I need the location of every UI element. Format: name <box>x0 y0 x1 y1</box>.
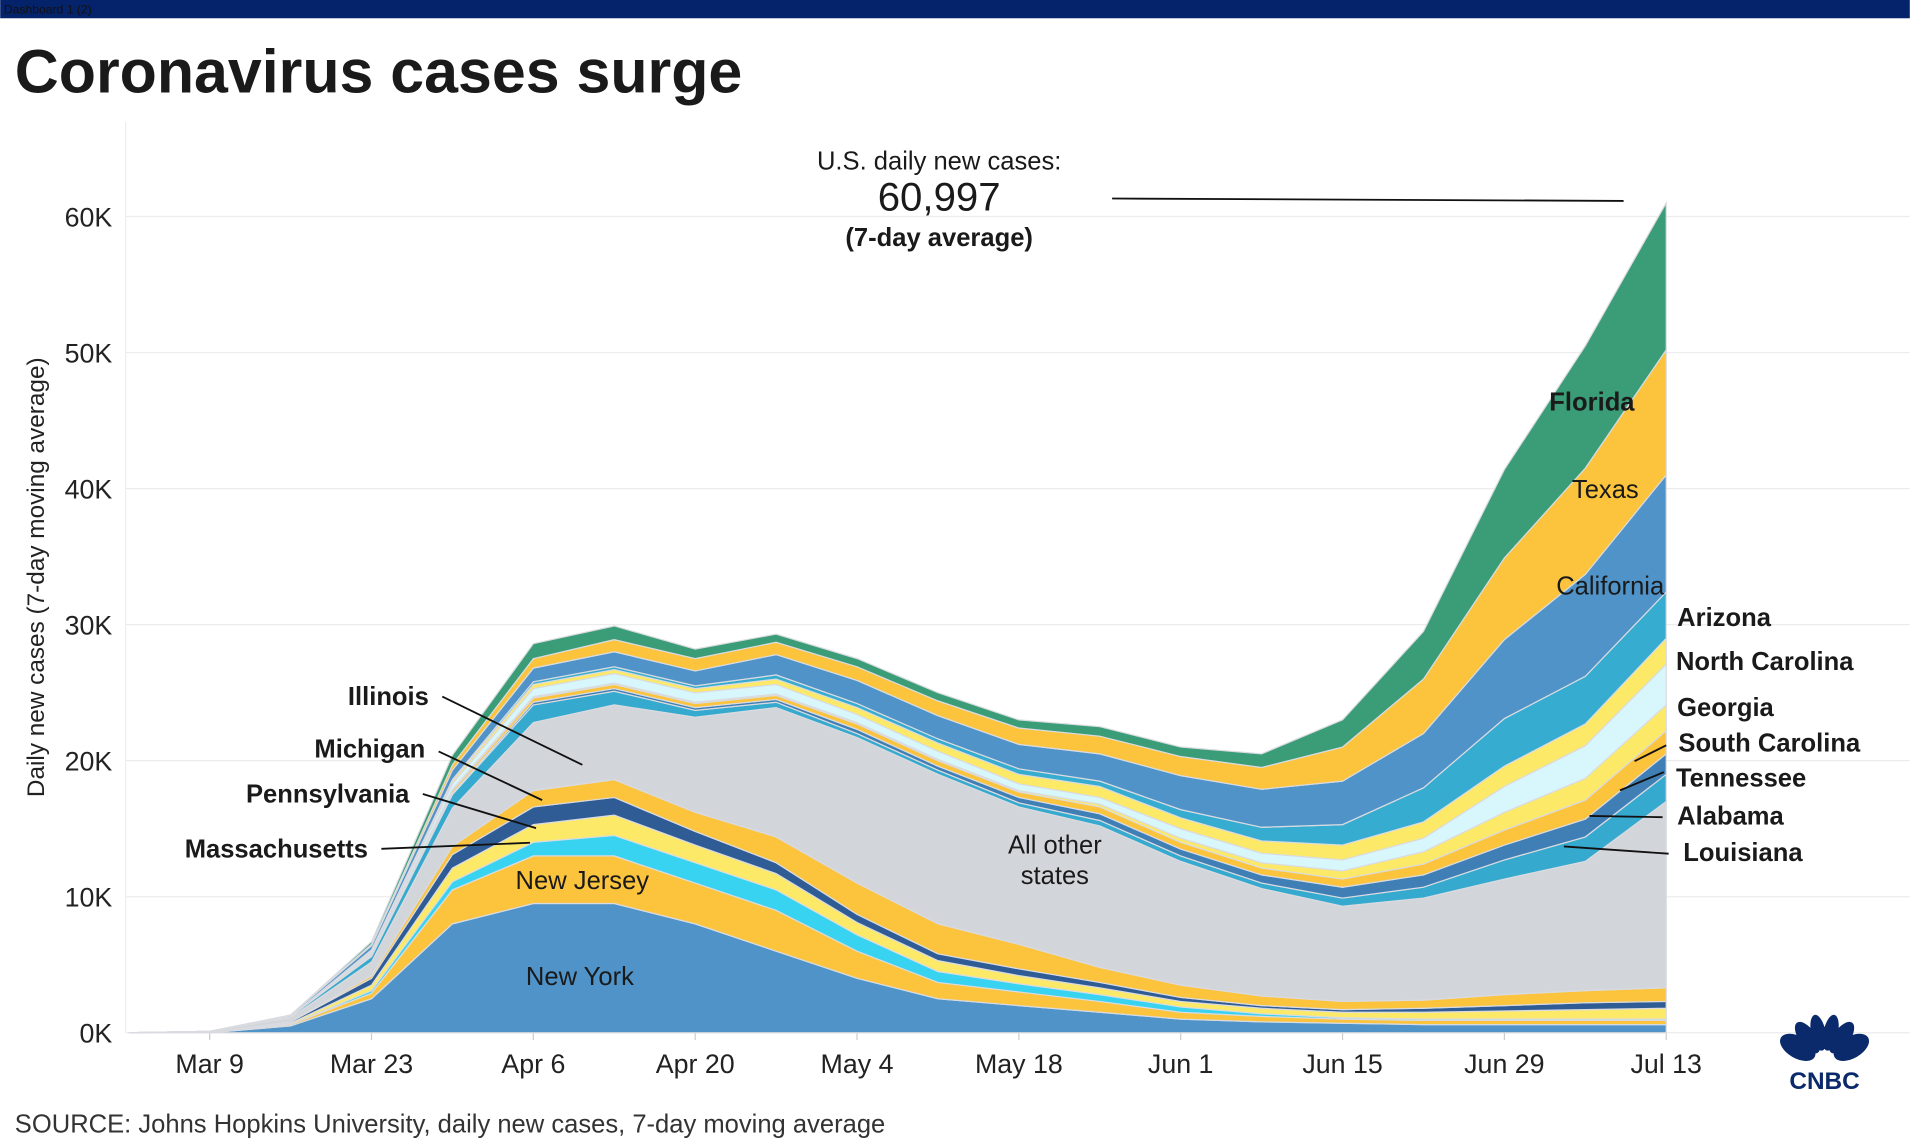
x-axis-ticks: Mar 9 Mar 23 Apr 6 Apr 20 May 4 May 18 Jun 1 Ju… <box>175 1032 1702 1079</box>
label-south-carolina: South Carolina <box>1678 729 1861 757</box>
label-texas: Texas <box>1572 476 1639 504</box>
y-tick-label: 60K <box>65 202 113 232</box>
area-labels: Florida Texas California Arizona North C… <box>185 388 1861 991</box>
label-other-line1: All other <box>1008 832 1102 860</box>
label-illinois: Illinois <box>348 683 429 711</box>
leader-louisiana <box>1563 845 1669 855</box>
y-tick-label: 40K <box>65 474 113 504</box>
label-alabama: Alabama <box>1677 802 1784 830</box>
leader-south-carolina <box>1634 744 1667 762</box>
x-tick-label: Mar 23 <box>330 1049 413 1079</box>
leader-pennsylvania <box>422 793 537 830</box>
y-axis-label: Daily new cases (7-day moving average) <box>23 357 50 797</box>
top-bar <box>0 0 1910 19</box>
label-michigan: Michigan <box>314 736 425 764</box>
label-north-carolina: North Carolina <box>1676 648 1854 676</box>
x-tick-label: May 4 <box>821 1049 894 1079</box>
svg-text:CNBC: CNBC <box>1789 1068 1859 1095</box>
leader-alabama <box>1589 815 1663 819</box>
leader-massachusetts <box>381 841 531 850</box>
total-annotation: U.S. daily new cases: 60,997 (7-day aver… <box>817 147 1624 252</box>
label-massachusetts: Massachusetts <box>185 835 368 863</box>
svg-text:(7-day average): (7-day average) <box>845 224 1033 252</box>
x-tick-label: Jun 1 <box>1148 1049 1214 1079</box>
label-pennsylvania: Pennsylvania <box>246 781 410 809</box>
label-other-line2: states <box>1021 862 1089 890</box>
x-tick-label: Jul 13 <box>1630 1049 1701 1079</box>
leader-illinois <box>441 695 583 766</box>
svg-text:U.S. daily new cases:: U.S. daily new cases: <box>817 147 1061 175</box>
label-florida: Florida <box>1549 388 1635 416</box>
cnbc-logo: CNBC <box>1780 1014 1870 1095</box>
x-tick-label: Jun 15 <box>1302 1049 1382 1079</box>
y-tick-label: 10K <box>65 882 113 912</box>
x-tick-label: Mar 9 <box>175 1049 243 1079</box>
y-tick-label: 0K <box>79 1018 112 1048</box>
label-georgia: Georgia <box>1677 694 1774 722</box>
label-california: California <box>1556 572 1665 600</box>
area-florida <box>128 200 1667 1034</box>
x-tick-label: Jun 29 <box>1464 1049 1544 1079</box>
label-new-york: New York <box>526 963 634 991</box>
y-tick-label: 20K <box>65 746 113 776</box>
x-tick-label: May 18 <box>975 1049 1063 1079</box>
label-tennessee: Tennessee <box>1676 765 1806 793</box>
y-tick-label: 30K <box>65 610 113 640</box>
page-title: Coronavirus cases surge <box>15 38 742 106</box>
y-tick-label: 50K <box>65 338 113 368</box>
label-arizona: Arizona <box>1677 604 1772 632</box>
source-note: SOURCE: Johns Hopkins University, daily … <box>15 1111 885 1139</box>
svg-text:60,997: 60,997 <box>878 175 1001 220</box>
stacked-areas <box>128 200 1667 1034</box>
y-axis-ticks: 0K 10K 20K 30K 40K 50K 60K <box>65 202 113 1048</box>
x-tick-label: Apr 20 <box>656 1049 735 1079</box>
dashboard-tab-label[interactable]: Dashboard 1 (2) <box>4 2 92 16</box>
leader-tennessee <box>1619 771 1665 792</box>
label-louisiana: Louisiana <box>1683 839 1803 867</box>
label-new-jersey: New Jersey <box>516 867 650 895</box>
x-tick-label: Apr 6 <box>501 1049 565 1079</box>
leader-michigan <box>438 750 543 801</box>
